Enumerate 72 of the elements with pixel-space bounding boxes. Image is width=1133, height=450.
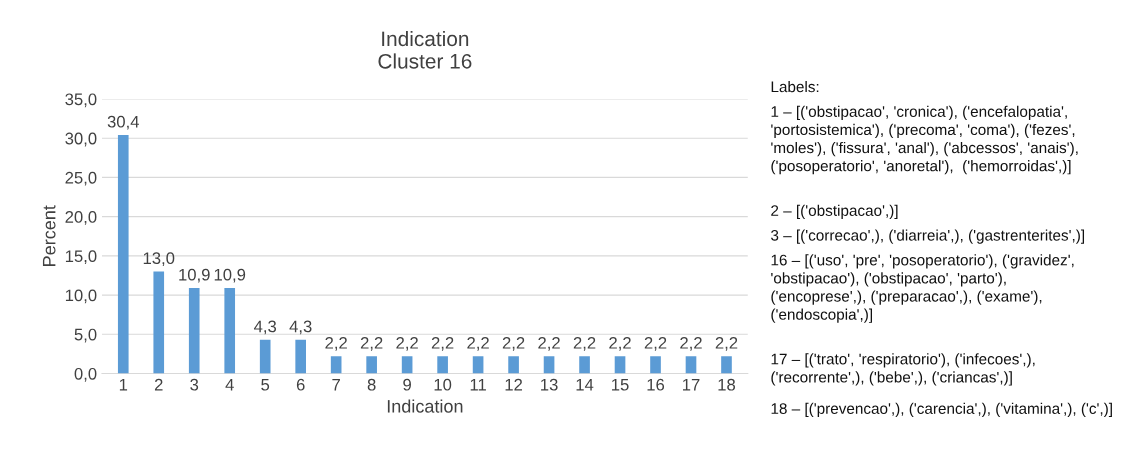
bar bbox=[472, 356, 484, 374]
text: 18 – [('prevencao',), ('carencia',), ('vitamina',), ('c',)] bbox=[771, 402, 1112, 417]
data-label: 2,2 bbox=[573, 336, 596, 351]
x-tick-label: 15 bbox=[612, 378, 629, 391]
bar bbox=[721, 356, 732, 374]
data-label: 10,9 bbox=[179, 268, 210, 283]
x-tick-label: 2 bbox=[154, 378, 163, 391]
y-tick-label: 5,0 bbox=[74, 328, 97, 343]
x-tick-label: 12 bbox=[505, 378, 523, 391]
data-label: 10,9 bbox=[214, 268, 246, 283]
text: 16 – [('uso', 'pre', 'posoperatorio'), ('gravidez', 'obstipacao'), ('obstipacao', 'parto'), ('encoprese',), ('preparacao',), ('exame'), ('endoscopia',)] bbox=[771, 254, 1074, 323]
x-tick-label: 17 bbox=[683, 378, 700, 391]
bar bbox=[330, 356, 342, 374]
data-label: 4,3 bbox=[289, 320, 312, 335]
data-label: 2,2 bbox=[396, 336, 418, 351]
x-tick-label: 6 bbox=[296, 378, 305, 391]
x-tick-label: 16 bbox=[647, 378, 665, 391]
x-tick-label: 1 bbox=[119, 378, 128, 391]
data-label: 2,2 bbox=[360, 336, 383, 351]
text: 17 – [('trato', 'respiratorio'), ('infecoes',), ('recorrente',), ('bebe',), ('criancas',)] bbox=[771, 353, 1035, 386]
bar bbox=[543, 356, 555, 374]
text: 1 – [('obstipacao', 'cronica'), ('encefalopatia', 'portosistemica'), ('precoma', 'coma'), ('fezes', 'moles'), ('fissura', 'anal'), ('abcessos', 'anais'), ('posoperatorio', 'anoretal'), ('hemorroidas',)] bbox=[771, 105, 1078, 175]
data-label: 4,3 bbox=[254, 320, 277, 335]
data-label: 2,2 bbox=[538, 336, 560, 351]
data-label: 2,2 bbox=[431, 336, 454, 351]
bar bbox=[650, 356, 661, 374]
data-label: 30,4 bbox=[107, 115, 139, 130]
data-label: 2,2 bbox=[715, 336, 738, 351]
x-tick-label: 8 bbox=[367, 378, 376, 391]
text: 2 – [('obstipacao',)] bbox=[771, 204, 898, 219]
x-tick-label: 9 bbox=[403, 378, 411, 391]
y-tick-label: 35,0 bbox=[65, 93, 97, 108]
bar bbox=[295, 339, 306, 374]
bar bbox=[437, 356, 448, 374]
bar bbox=[579, 356, 590, 374]
bar bbox=[153, 271, 165, 374]
x-tick-label: 13 bbox=[541, 378, 558, 391]
y-tick-label: 10,0 bbox=[65, 289, 97, 304]
bar bbox=[508, 356, 519, 374]
bar bbox=[188, 288, 200, 374]
x-tick-label: 10 bbox=[434, 378, 452, 391]
x-tick-label: 4 bbox=[225, 378, 234, 391]
bar bbox=[224, 288, 236, 374]
data-label: 2,2 bbox=[502, 336, 525, 351]
y-tick-label: 15,0 bbox=[65, 250, 97, 265]
data-label: 2,2 bbox=[680, 336, 702, 351]
data-label: 2,2 bbox=[609, 336, 631, 351]
bar bbox=[685, 356, 697, 374]
x-tick-label: 14 bbox=[576, 378, 594, 391]
text: Labels: bbox=[771, 81, 819, 93]
y-tick-label: 30,0 bbox=[65, 132, 97, 147]
x-tick-label: 18 bbox=[718, 378, 736, 391]
y-tick-label: 25,0 bbox=[65, 171, 97, 186]
data-label: 2,2 bbox=[644, 336, 667, 351]
y-tick-label: 0,0 bbox=[74, 367, 97, 382]
y-axis-title: Percent bbox=[42, 205, 56, 266]
data-label: 13,0 bbox=[143, 252, 175, 267]
bar bbox=[401, 356, 413, 374]
x-axis-title: Indication bbox=[387, 399, 463, 413]
x-tick-label: 3 bbox=[190, 378, 199, 391]
bar bbox=[259, 339, 271, 374]
text: 3 – [('correcao',), ('diarreia',), ('gastrenterites',)] bbox=[771, 229, 1085, 244]
x-tick-label: 11 bbox=[470, 378, 486, 391]
x-tick-label: 5 bbox=[261, 378, 270, 391]
bar bbox=[117, 135, 129, 374]
bar bbox=[366, 356, 377, 374]
y-tick-label: 20,0 bbox=[65, 211, 97, 225]
data-label: 2,2 bbox=[325, 336, 347, 351]
chart-title: Indication Cluster 16 bbox=[378, 30, 472, 69]
bar bbox=[614, 356, 626, 374]
data-label: 2,2 bbox=[467, 336, 489, 351]
x-tick-label: 7 bbox=[332, 378, 340, 391]
